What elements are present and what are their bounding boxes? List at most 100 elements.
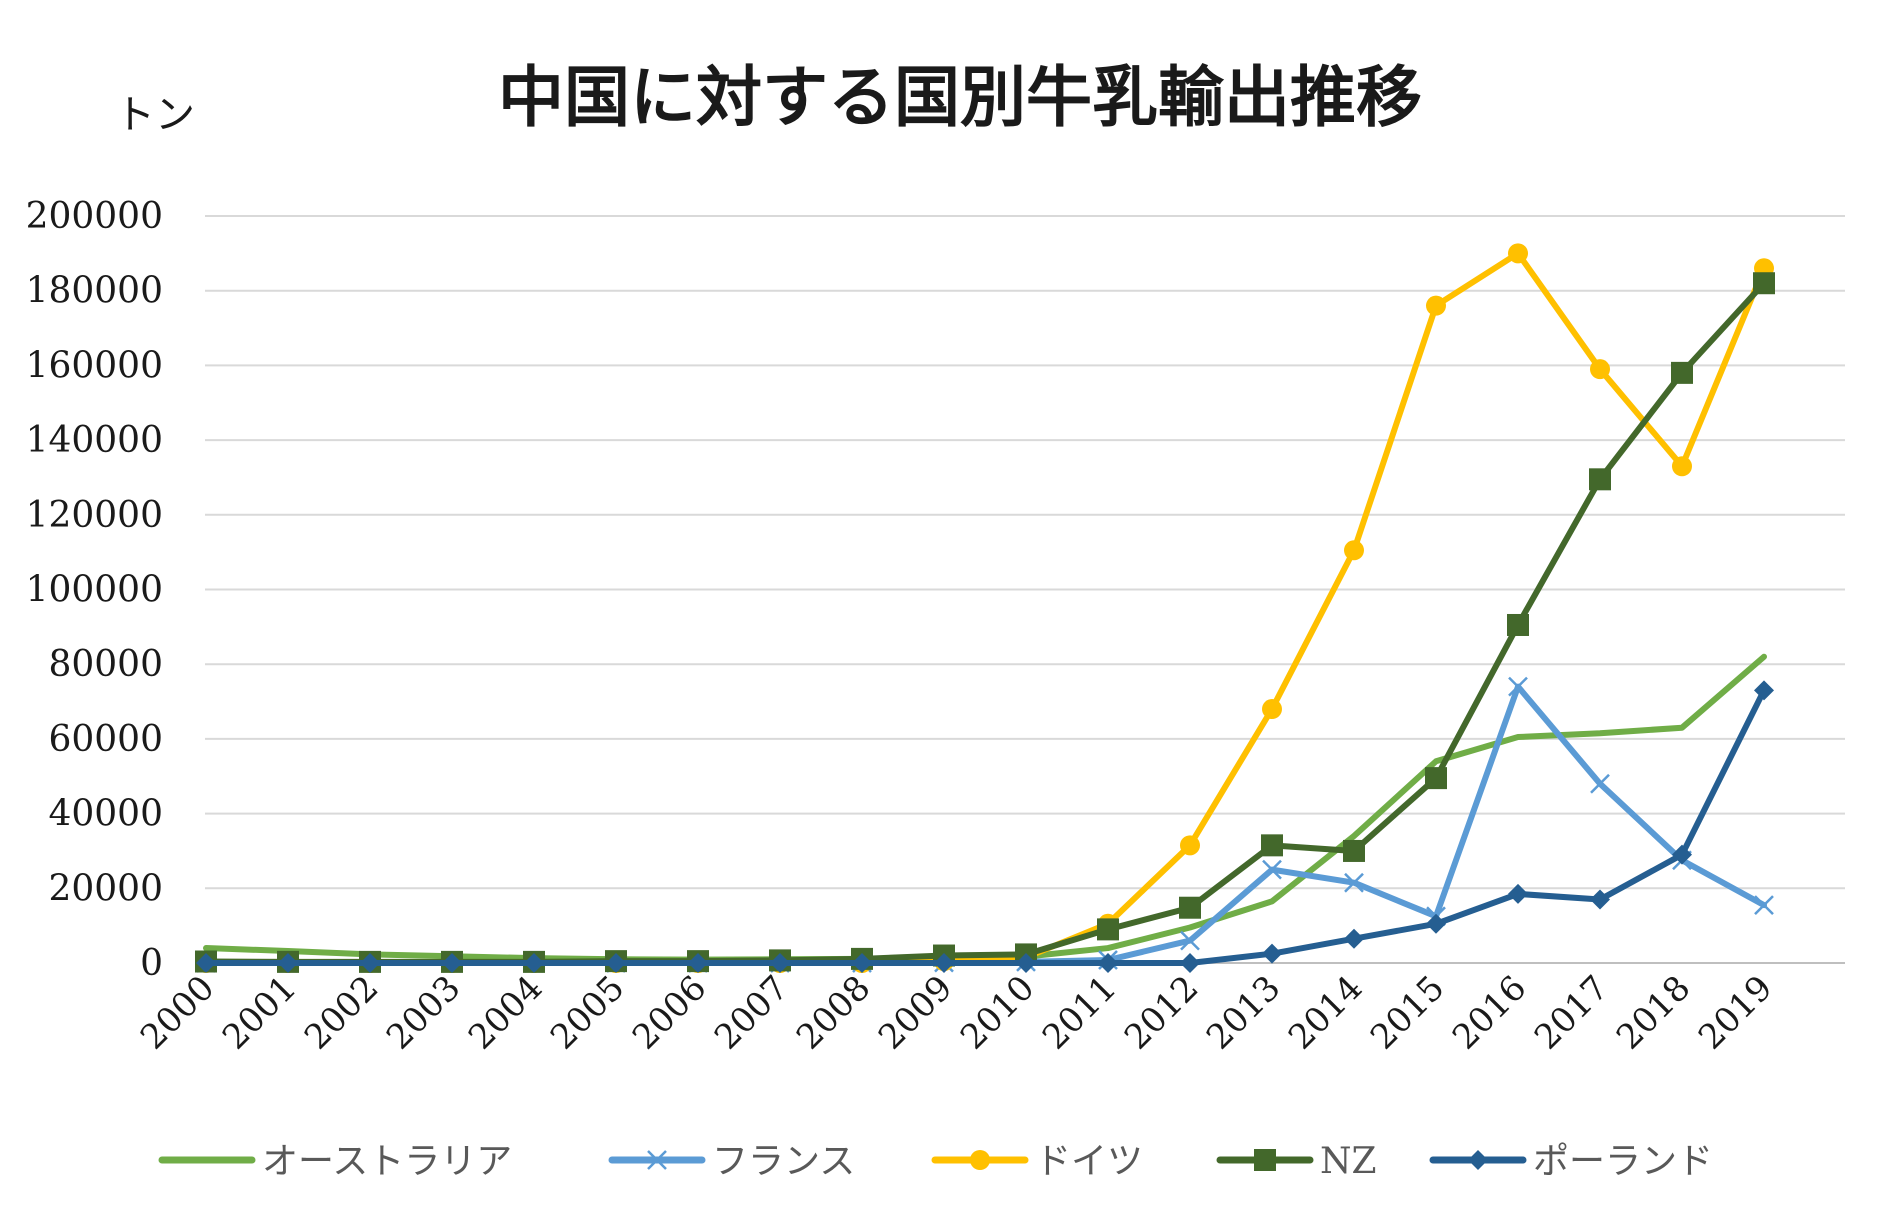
series-2 xyxy=(196,676,1774,973)
data-point xyxy=(1098,953,1118,973)
data-point xyxy=(1097,918,1119,941)
series-5 xyxy=(196,680,1774,973)
y-tick-label: 0 xyxy=(140,943,163,984)
x-tick-label: 2015 xyxy=(1363,968,1452,1057)
legend-label: NZ xyxy=(1320,1141,1377,1182)
legend-marker xyxy=(1468,1150,1488,1170)
y-tick-label: 20000 xyxy=(48,868,163,909)
data-point xyxy=(1754,895,1774,915)
y-tick-label: 40000 xyxy=(48,794,163,835)
y-tick-label: 140000 xyxy=(26,420,163,461)
data-point xyxy=(1426,913,1446,934)
data-point xyxy=(1262,859,1282,880)
data-point xyxy=(852,953,872,973)
x-tick-label: 2018 xyxy=(1609,968,1698,1057)
data-point xyxy=(1507,613,1529,636)
x-tick-label: 2014 xyxy=(1281,968,1370,1057)
data-point xyxy=(1180,835,1200,856)
data-point xyxy=(1590,773,1610,794)
data-point xyxy=(1425,767,1447,790)
data-point xyxy=(1672,456,1692,477)
chart-title: 中国に対する国別牛乳輸出推移 xyxy=(498,59,1422,136)
data-point xyxy=(442,953,462,973)
data-point xyxy=(1180,953,1200,973)
legend-label: ポーランド xyxy=(1533,1141,1713,1182)
data-point xyxy=(278,953,298,973)
data-point xyxy=(934,953,954,973)
legend-label: ドイツ xyxy=(1035,1141,1143,1182)
x-tick-label: 2002 xyxy=(297,968,386,1057)
data-point xyxy=(770,953,790,973)
data-point xyxy=(1508,243,1528,264)
x-tick-label: 2013 xyxy=(1199,968,1288,1057)
data-point xyxy=(1508,883,1528,904)
x-tick-label: 2004 xyxy=(461,968,550,1057)
x-tick-label: 2001 xyxy=(215,968,304,1057)
y-tick-label: 80000 xyxy=(48,644,163,685)
data-point xyxy=(1590,359,1610,380)
legend-item[interactable]: フランス xyxy=(608,1141,855,1182)
x-tick-label: 2012 xyxy=(1117,968,1206,1057)
series-4 xyxy=(195,272,1775,973)
data-point xyxy=(606,953,626,973)
data-series xyxy=(195,243,1775,973)
data-point xyxy=(1262,699,1282,720)
y-tick-label: 100000 xyxy=(26,570,163,611)
legend-marker xyxy=(1254,1149,1276,1171)
data-point xyxy=(196,953,216,973)
legend-item[interactable]: ドイツ xyxy=(931,1141,1143,1182)
x-tick-label: 2008 xyxy=(789,968,878,1057)
data-point xyxy=(688,953,708,973)
legend-item[interactable]: オーストラリア xyxy=(158,1141,512,1182)
data-point xyxy=(1753,272,1775,295)
y-tick-label: 120000 xyxy=(26,495,163,536)
x-tick-label: 2016 xyxy=(1445,968,1534,1057)
data-point xyxy=(1672,844,1692,865)
data-point xyxy=(1426,295,1446,316)
data-point xyxy=(1508,676,1528,697)
data-point xyxy=(360,953,380,973)
legend[interactable]: オーストラリア フランス ドイツ NZ ポーランド xyxy=(158,1141,1713,1182)
legend-marker xyxy=(647,1150,667,1170)
data-point xyxy=(1590,889,1610,910)
data-point xyxy=(1344,872,1364,893)
data-point xyxy=(1589,468,1611,491)
x-tick-label: 2006 xyxy=(625,968,714,1057)
data-point xyxy=(1016,953,1036,973)
legend-label: フランス xyxy=(712,1141,855,1182)
y-tick-label: 200000 xyxy=(26,196,163,237)
data-point xyxy=(1180,930,1200,951)
gridlines xyxy=(205,215,1845,964)
x-tick-label: 2003 xyxy=(379,968,468,1057)
legend-marker xyxy=(970,1150,990,1170)
legend-label: オーストラリア xyxy=(262,1141,512,1182)
x-tick-label: 2019 xyxy=(1691,968,1780,1057)
x-axis-tick-labels: 2000200120022003200420052006200720082009… xyxy=(133,968,1780,1057)
x-tick-label: 2005 xyxy=(543,968,632,1057)
data-point xyxy=(1344,928,1364,949)
data-point xyxy=(1179,896,1201,919)
y-tick-label: 60000 xyxy=(48,719,163,760)
data-point xyxy=(524,953,544,973)
y-axis-tick-labels: 0 20000 40000 60000 80000 100000 120000 140000 1… xyxy=(26,196,163,984)
x-tick-label: 2007 xyxy=(707,968,796,1057)
series-line xyxy=(203,280,1767,965)
data-point xyxy=(1344,540,1364,561)
data-point xyxy=(1343,839,1365,862)
data-point xyxy=(1262,943,1282,964)
y-tick-label: 160000 xyxy=(26,345,163,386)
series-3 xyxy=(196,243,1774,973)
x-tick-label: 2011 xyxy=(1035,968,1124,1057)
x-tick-label: 2009 xyxy=(871,968,960,1057)
series-line xyxy=(203,687,1767,966)
data-point xyxy=(1671,361,1693,384)
x-tick-label: 2017 xyxy=(1527,968,1616,1057)
y-tick-label: 180000 xyxy=(26,271,163,312)
legend-item[interactable]: NZ xyxy=(1216,1141,1377,1182)
x-tick-label: 2010 xyxy=(953,968,1042,1057)
data-point xyxy=(1261,834,1283,857)
legend-item[interactable]: ポーランド xyxy=(1429,1141,1713,1182)
series-line xyxy=(203,683,1767,966)
data-point xyxy=(1754,680,1774,701)
